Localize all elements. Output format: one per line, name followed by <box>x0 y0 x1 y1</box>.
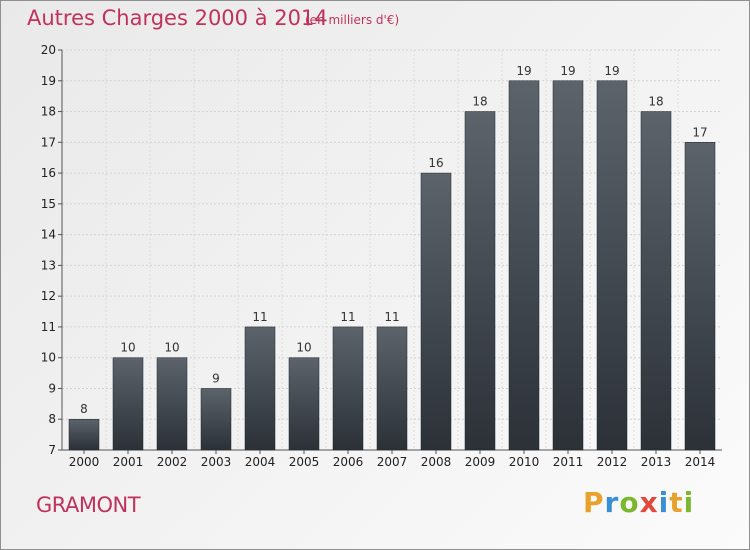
bar <box>200 388 232 451</box>
bar <box>552 80 584 451</box>
place-name: GRAMONT <box>36 493 141 517</box>
data-label: 18 <box>648 95 663 109</box>
bar <box>640 111 672 451</box>
y-tick-label: 20 <box>41 43 56 57</box>
bar <box>376 326 408 451</box>
bar <box>288 357 320 451</box>
x-tick-label: 2006 <box>333 455 364 469</box>
bar <box>68 418 100 451</box>
data-label: 19 <box>604 64 619 78</box>
chart-title: Autres Charges 2000 à 2014 <box>27 6 328 30</box>
logo-letter: i <box>683 486 695 519</box>
x-tick-label: 2007 <box>377 455 408 469</box>
x-tick-label: 2005 <box>289 455 320 469</box>
data-label: 11 <box>252 310 267 324</box>
data-label: 10 <box>296 341 311 355</box>
data-label: 18 <box>472 95 487 109</box>
y-tick-label: 17 <box>41 135 56 149</box>
y-tick-label: 10 <box>41 351 56 365</box>
logo-letter: r <box>604 486 620 519</box>
y-tick-label: 12 <box>41 289 56 303</box>
x-tick-label: 2000 <box>69 455 100 469</box>
data-label: 19 <box>516 64 531 78</box>
bar <box>332 326 364 451</box>
y-tick-label: 7 <box>48 443 56 457</box>
data-label: 8 <box>80 402 88 416</box>
bar <box>156 357 188 451</box>
unit-note: (en milliers d'€) <box>305 13 400 27</box>
x-tick-label: 2010 <box>509 455 540 469</box>
y-tick-label: 16 <box>41 166 56 180</box>
logo-letter: i <box>658 486 670 519</box>
y-tick-label: 15 <box>41 197 56 211</box>
bar <box>112 357 144 451</box>
proxiti-logo[interactable]: Proxiti <box>583 486 694 519</box>
data-label: 19 <box>560 64 575 78</box>
bar <box>244 326 276 451</box>
bar <box>508 80 540 451</box>
bar <box>420 172 452 451</box>
data-label: 10 <box>120 341 135 355</box>
y-tick-label: 19 <box>41 74 56 88</box>
logo-letter: o <box>619 486 640 519</box>
logo-letter: t <box>669 486 684 519</box>
x-tick-label: 2002 <box>157 455 188 469</box>
bar <box>684 142 716 451</box>
x-tick-label: 2011 <box>553 455 584 469</box>
data-label: 16 <box>428 156 443 170</box>
x-tick-label: 2013 <box>641 455 672 469</box>
x-tick-label: 2012 <box>597 455 628 469</box>
bars <box>68 80 716 451</box>
data-label: 11 <box>340 310 355 324</box>
x-tick-label: 2009 <box>465 455 496 469</box>
y-tick-label: 11 <box>41 320 56 334</box>
data-label: 17 <box>692 125 707 139</box>
y-tick-label: 14 <box>41 228 56 242</box>
data-label: 11 <box>384 310 399 324</box>
data-label: 10 <box>164 341 179 355</box>
logo-letter: x <box>639 486 659 519</box>
x-tick-label: 2004 <box>245 455 276 469</box>
y-tick-label: 13 <box>41 258 56 272</box>
y-tick-label: 8 <box>48 412 56 426</box>
x-tick-label: 2003 <box>201 455 232 469</box>
x-tick-label: 2001 <box>113 455 144 469</box>
data-label: 9 <box>212 371 220 385</box>
bar <box>596 80 628 451</box>
logo-letter: P <box>583 486 605 519</box>
x-tick-label: 2014 <box>685 455 716 469</box>
y-tick-label: 9 <box>48 381 56 395</box>
x-tick-label: 2008 <box>421 455 452 469</box>
labels: 8 2000 10 2001 10 2002 9 2003 11 2004 10 2005 11 2006… <box>69 64 716 469</box>
bar <box>464 111 496 451</box>
y-tick-label: 18 <box>41 105 56 119</box>
